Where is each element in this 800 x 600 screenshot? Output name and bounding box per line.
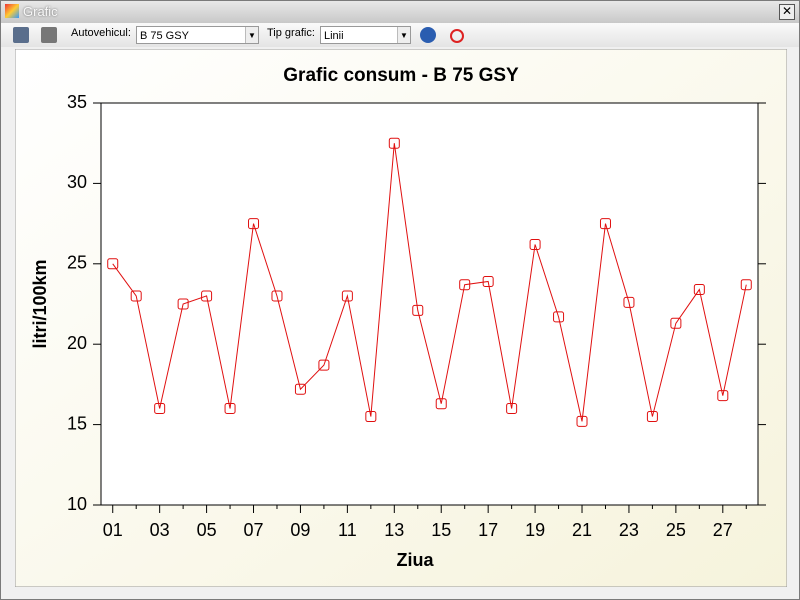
dropdown-arrow: ▼ <box>397 27 410 43</box>
help-button[interactable] <box>420 27 436 43</box>
x-tick-label: 25 <box>666 520 686 540</box>
point-marker <box>365 411 377 423</box>
y-axis-label: litri/100km <box>30 259 50 348</box>
point-marker <box>693 284 705 296</box>
point-marker <box>670 317 682 329</box>
point-marker <box>646 411 658 423</box>
y-tick-label: 10 <box>67 494 87 514</box>
point-marker <box>271 290 283 302</box>
y-tick-label: 25 <box>67 253 87 273</box>
x-tick-label: 01 <box>103 520 123 540</box>
x-tick-label: 03 <box>150 520 170 540</box>
vehicle-combo[interactable]: B 75 GSY ▼ <box>136 26 259 44</box>
point-marker <box>201 290 213 302</box>
y-tick-label: 20 <box>67 333 87 353</box>
x-tick-label: 09 <box>290 520 310 540</box>
point-marker <box>130 290 142 302</box>
point-marker <box>553 311 565 323</box>
chart: Grafic consum - B 75 GSY Ziua litri/100k… <box>15 49 787 587</box>
point-marker <box>318 359 330 371</box>
title-bar: Grafic ✕ <box>1 1 799 23</box>
point-marker <box>107 258 119 270</box>
dropdown-arrow: ▼ <box>245 27 258 43</box>
point-marker <box>482 275 494 287</box>
point-marker <box>154 403 166 415</box>
print-button[interactable] <box>41 27 57 43</box>
point-marker <box>224 403 236 415</box>
chart-title: Grafic consum - B 75 GSY <box>283 65 519 86</box>
type-combo[interactable]: Linii ▼ <box>320 26 411 44</box>
point-marker <box>459 279 471 291</box>
x-tick-label: 23 <box>619 520 639 540</box>
type-value: Linii <box>324 30 344 42</box>
point-marker <box>412 304 424 316</box>
y-tick-label: 35 <box>67 92 87 112</box>
x-tick-label: 13 <box>384 520 404 540</box>
x-tick-label: 19 <box>525 520 545 540</box>
toolbar: Autovehicul: B 75 GSY ▼ Tip grafic: Linii… <box>1 23 799 47</box>
x-tick-label: 21 <box>572 520 592 540</box>
exit-button[interactable] <box>450 29 464 43</box>
y-tick-label: 15 <box>67 413 87 433</box>
point-marker <box>294 383 306 395</box>
window-title: Grafic <box>23 4 58 19</box>
point-marker <box>341 290 353 302</box>
series-line <box>112 143 747 422</box>
point-marker <box>248 218 260 230</box>
point-marker <box>506 403 518 415</box>
x-tick-label: 17 <box>478 520 498 540</box>
y-tick-label: 30 <box>67 172 87 192</box>
point-marker <box>388 137 400 149</box>
type-label: Tip grafic: <box>267 27 315 39</box>
point-marker <box>576 415 588 427</box>
x-tick-label: 27 <box>713 520 733 540</box>
point-marker <box>435 398 447 410</box>
point-marker <box>529 239 541 251</box>
point-marker <box>623 296 635 308</box>
app-icon <box>5 4 19 18</box>
point-marker <box>177 298 189 310</box>
point-marker <box>740 279 752 291</box>
x-tick-label: 07 <box>244 520 264 540</box>
point-marker <box>717 390 729 402</box>
vehicle-value: B 75 GSY <box>140 30 189 42</box>
x-tick-label: 05 <box>197 520 217 540</box>
x-tick-label: 11 <box>338 520 357 540</box>
save-button[interactable] <box>13 27 29 43</box>
x-tick-label: 15 <box>431 520 451 540</box>
point-marker <box>599 218 611 230</box>
close-button[interactable]: ✕ <box>779 4 795 20</box>
plot-area <box>100 102 759 506</box>
x-axis-label: Ziua <box>396 550 434 570</box>
vehicle-label: Autovehicul: <box>71 27 131 39</box>
